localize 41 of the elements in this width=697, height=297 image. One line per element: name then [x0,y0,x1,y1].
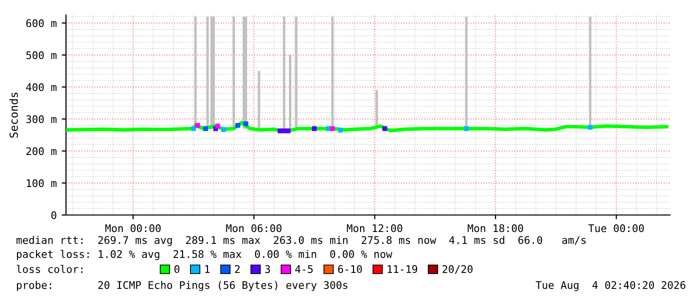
legend-label: 20/20 [442,265,473,274]
x-tick-label: Tue 00:00 [588,224,644,232]
point [191,126,196,132]
y-tick-label: 0 [51,211,56,220]
text: Tue Aug 4 02:40:20 2026 [536,281,686,292]
point [203,126,208,132]
point [382,126,388,132]
legend-label: 11-19 [388,265,418,274]
y-tick-label: 400 m [26,83,56,92]
legend-label: 1 [205,265,210,273]
y-tick-label: 200 m [26,147,56,156]
text: packet loss: 1.02 % avg 21.58 % max 0.00 % min 0.00 % now [16,250,392,260]
y-tick-label: 300 m [26,115,56,124]
x-tick-label: Mon 18:00 [468,224,524,232]
point [312,126,317,132]
y-axis-title: Seconds [9,92,18,138]
point [330,126,335,132]
point [215,124,220,128]
legend-title: loss color: [16,264,82,274]
point [464,126,469,132]
point [235,122,240,128]
point [195,122,200,128]
legend-label: 6-10 [338,265,362,274]
point [221,127,226,132]
point [588,124,593,130]
x-tick-label: Mon 00:00 [105,224,161,232]
y-tick-label: 600 m [26,19,56,28]
x-tick-label: Mon 12:00 [346,224,402,232]
legend-label: 3 [265,265,270,274]
point [286,128,291,134]
y-tick-label: 100 m [26,179,56,188]
x-tick-label: Mon 06:00 [226,224,282,232]
legend-label: 4-5 [295,265,313,274]
legend-label: 0 [174,265,180,274]
legend-label: 2 [235,265,240,273]
text: median rtt: 269.7 ms avg 289.1 ms max 263.0 ms min 275.8 ms now 4.1 ms sd 66.0 am/s [16,236,586,246]
line-series [66,120,668,133]
point [243,121,248,126]
y-tick-label: 500 m [26,51,56,60]
text: probe: 20 ICMP Echo Pings (56 Bytes) every 300s [16,280,348,292]
point [338,128,343,133]
